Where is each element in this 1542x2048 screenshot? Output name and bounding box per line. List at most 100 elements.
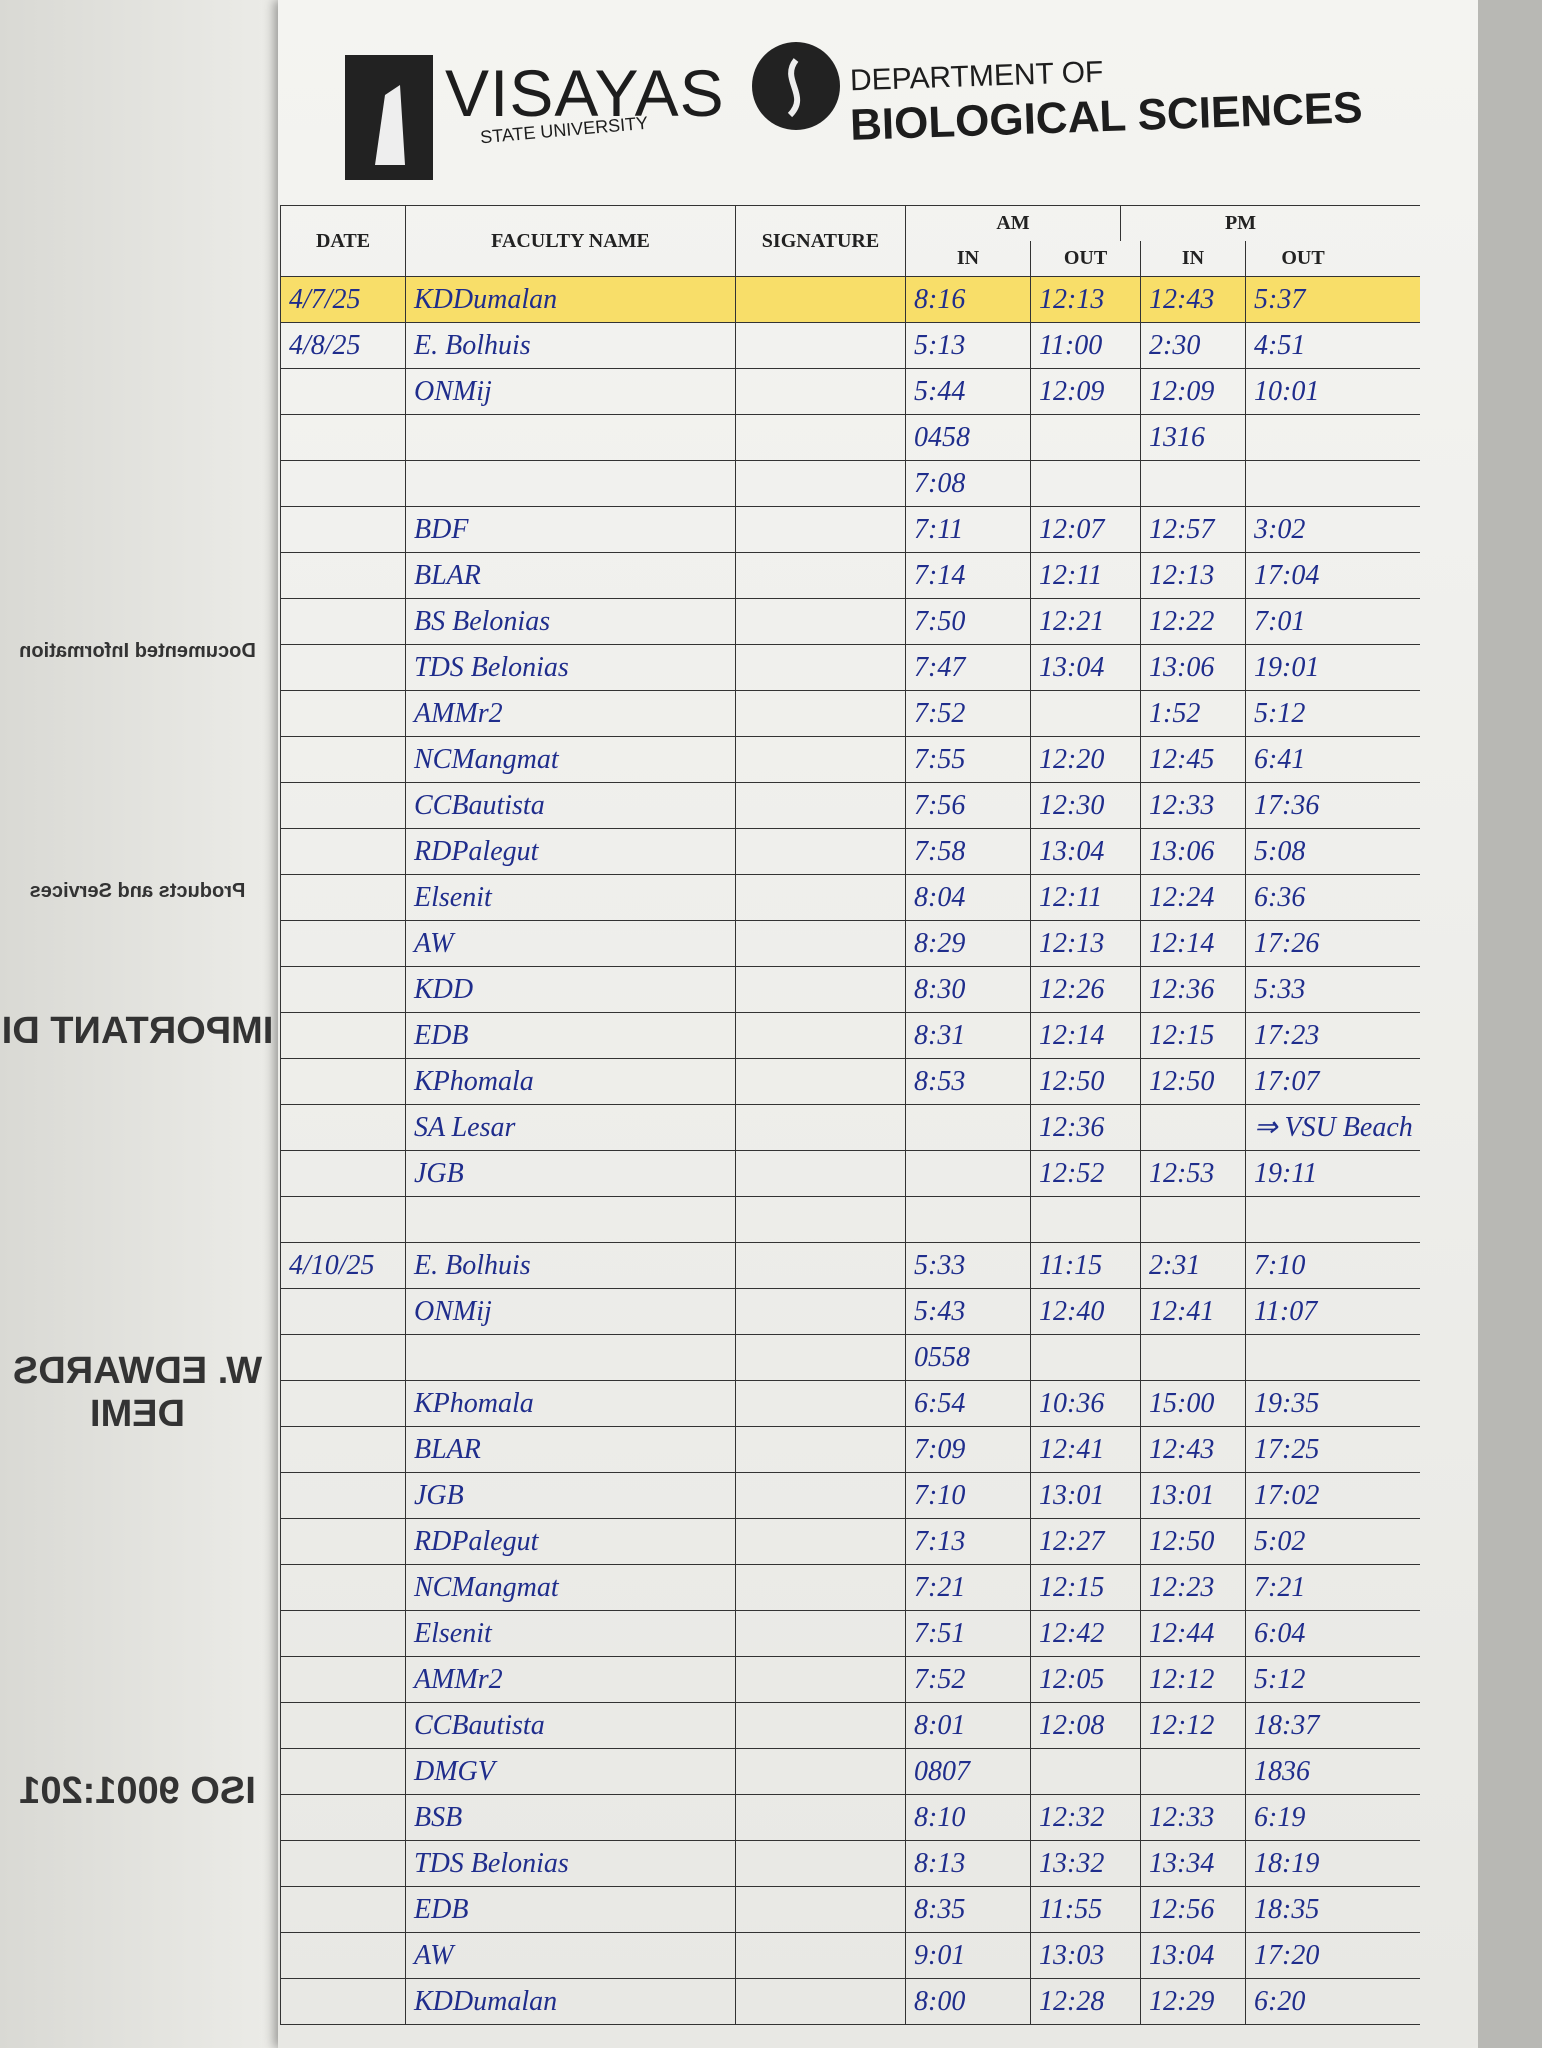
pm-out-cell: 18:19 bbox=[1245, 1841, 1360, 1886]
pm-in-cell: 12:22 bbox=[1140, 599, 1245, 644]
pm-out-cell: 17:26 bbox=[1245, 921, 1360, 966]
date-cell bbox=[280, 645, 405, 690]
am-in-cell bbox=[905, 1151, 1030, 1196]
date-cell bbox=[280, 1887, 405, 1932]
name-cell: ONMij bbox=[405, 369, 735, 414]
am-in-cell: 7:51 bbox=[905, 1611, 1030, 1656]
name-cell: JGB bbox=[405, 1473, 735, 1518]
pm-in-cell: 12:53 bbox=[1140, 1151, 1245, 1196]
am-in-cell: 7:52 bbox=[905, 691, 1030, 736]
am-out-cell bbox=[1030, 461, 1140, 506]
signature-cell bbox=[735, 1979, 905, 2024]
pm-in-cell: 12:33 bbox=[1140, 783, 1245, 828]
date-cell bbox=[280, 829, 405, 874]
table-row: RDPalegut 7:13 12:27 12:50 5:02 bbox=[280, 1519, 1420, 1565]
am-out-cell: 12:26 bbox=[1030, 967, 1140, 1012]
name-cell: CCBautista bbox=[405, 783, 735, 828]
signature-cell bbox=[735, 875, 905, 920]
pm-in-cell: 13:06 bbox=[1140, 829, 1245, 874]
date-cell bbox=[280, 1519, 405, 1564]
pm-in-cell bbox=[1140, 1105, 1245, 1150]
am-in-cell: 7:56 bbox=[905, 783, 1030, 828]
name-cell: E. Bolhuis bbox=[405, 1243, 735, 1288]
pm-out-cell: 17:02 bbox=[1245, 1473, 1360, 1518]
table-row: JGB 12:52 12:53 19:11 bbox=[280, 1151, 1420, 1197]
pm-in-header: IN bbox=[1140, 241, 1245, 276]
am-in-cell: 6:54 bbox=[905, 1381, 1030, 1426]
name-cell: ONMij bbox=[405, 1289, 735, 1334]
pm-out-cell: 6:41 bbox=[1245, 737, 1360, 782]
am-out-cell: 12:05 bbox=[1030, 1657, 1140, 1702]
signature-cell bbox=[735, 461, 905, 506]
name-cell: DMGV bbox=[405, 1749, 735, 1794]
date-cell bbox=[280, 1105, 405, 1150]
am-out-cell: 11:55 bbox=[1030, 1887, 1140, 1932]
table-row: CCBautista 7:56 12:30 12:33 17:36 bbox=[280, 783, 1420, 829]
pm-in-cell: 1316 bbox=[1140, 415, 1245, 460]
am-out-cell: 12:27 bbox=[1030, 1519, 1140, 1564]
am-out-cell: 11:15 bbox=[1030, 1243, 1140, 1288]
adjacent-page-text: ISO 9001:201 bbox=[19, 1770, 256, 1812]
am-out-cell: 11:00 bbox=[1030, 323, 1140, 368]
signature-cell bbox=[735, 1841, 905, 1886]
table-row: NCMangmat 7:55 12:20 12:45 6:41 bbox=[280, 737, 1420, 783]
am-in-cell: 8:00 bbox=[905, 1979, 1030, 2024]
pm-out-cell: 19:35 bbox=[1245, 1381, 1360, 1426]
name-cell: BS Belonias bbox=[405, 599, 735, 644]
name-cell: JGB bbox=[405, 1151, 735, 1196]
table-row: Elsenit 7:51 12:42 12:44 6:04 bbox=[280, 1611, 1420, 1657]
date-cell bbox=[280, 1657, 405, 1702]
pm-out-cell: 3:02 bbox=[1245, 507, 1360, 552]
am-out-cell: 13:04 bbox=[1030, 645, 1140, 690]
am-in-cell: 7:14 bbox=[905, 553, 1030, 598]
table-row: BSB 8:10 12:32 12:33 6:19 bbox=[280, 1795, 1420, 1841]
signature-cell bbox=[735, 369, 905, 414]
am-out-cell: 12:15 bbox=[1030, 1565, 1140, 1610]
name-cell: EDB bbox=[405, 1013, 735, 1058]
pm-in-cell: 12:41 bbox=[1140, 1289, 1245, 1334]
name-cell: AMMr2 bbox=[405, 691, 735, 736]
name-cell bbox=[405, 1197, 735, 1242]
table-row: TDS Belonias 7:47 13:04 13:06 19:01 bbox=[280, 645, 1420, 691]
signature-cell bbox=[735, 1243, 905, 1288]
pm-out-header: OUT bbox=[1245, 241, 1360, 276]
am-in-cell: 7:50 bbox=[905, 599, 1030, 644]
am-in-cell: 7:08 bbox=[905, 461, 1030, 506]
signature-cell bbox=[735, 1795, 905, 1840]
table-row: EDB 8:31 12:14 12:15 17:23 bbox=[280, 1013, 1420, 1059]
am-out-cell: 12:36 bbox=[1030, 1105, 1140, 1150]
signature-cell bbox=[735, 277, 905, 322]
am-in-cell: 7:11 bbox=[905, 507, 1030, 552]
table-row: JGB 7:10 13:01 13:01 17:02 bbox=[280, 1473, 1420, 1519]
date-cell bbox=[280, 415, 405, 460]
name-header: FACULTY NAME bbox=[405, 206, 735, 276]
am-in-cell: 8:10 bbox=[905, 1795, 1030, 1840]
page-edge bbox=[1478, 0, 1542, 2048]
table-row: KPhomala 6:54 10:36 15:00 19:35 bbox=[280, 1381, 1420, 1427]
am-in-cell: 0558 bbox=[905, 1335, 1030, 1380]
adjacent-book-page bbox=[0, 0, 280, 2048]
table-row: AW 8:29 12:13 12:14 17:26 bbox=[280, 921, 1420, 967]
am-out-cell: 12:20 bbox=[1030, 737, 1140, 782]
pm-out-cell: 17:20 bbox=[1245, 1933, 1360, 1978]
name-cell: CCBautista bbox=[405, 1703, 735, 1748]
pm-in-cell: 12:33 bbox=[1140, 1795, 1245, 1840]
am-out-cell: 12:42 bbox=[1030, 1611, 1140, 1656]
name-cell: RDPalegut bbox=[405, 829, 735, 874]
name-cell: RDPalegut bbox=[405, 1519, 735, 1564]
am-out-cell: 12:40 bbox=[1030, 1289, 1140, 1334]
am-out-cell: 12:21 bbox=[1030, 599, 1140, 644]
am-out-cell: 12:50 bbox=[1030, 1059, 1140, 1104]
date-cell bbox=[280, 369, 405, 414]
table-row: Elsenit 8:04 12:11 12:24 6:36 bbox=[280, 875, 1420, 921]
am-in-cell: 8:04 bbox=[905, 875, 1030, 920]
date-cell bbox=[280, 1013, 405, 1058]
name-cell: AMMr2 bbox=[405, 1657, 735, 1702]
am-in-cell: 8:29 bbox=[905, 921, 1030, 966]
pm-out-cell: 10:01 bbox=[1245, 369, 1360, 414]
signature-cell bbox=[735, 691, 905, 736]
name-cell: AW bbox=[405, 921, 735, 966]
signature-cell bbox=[735, 1887, 905, 1932]
pm-out-cell: 6:04 bbox=[1245, 1611, 1360, 1656]
signature-cell bbox=[735, 1749, 905, 1794]
